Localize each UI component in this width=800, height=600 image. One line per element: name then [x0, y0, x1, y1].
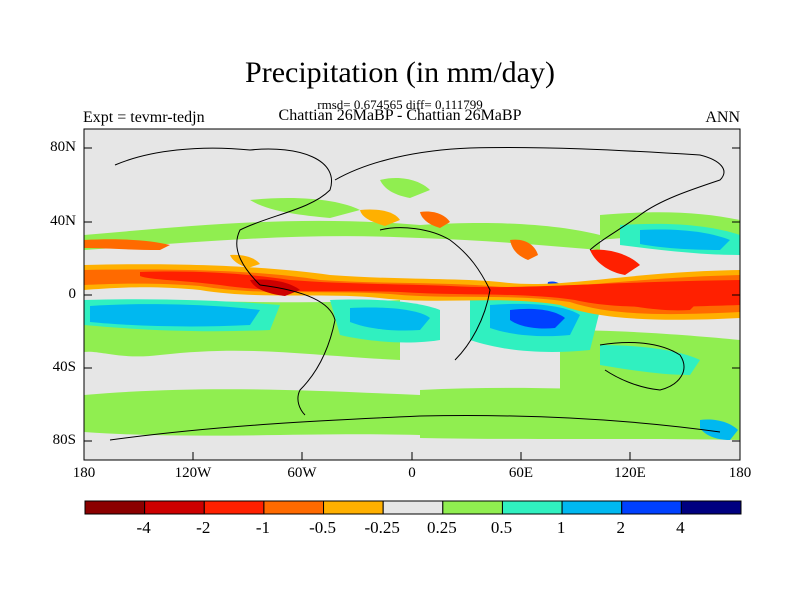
lon-tick-label: 120E	[614, 465, 646, 481]
colorbar-label: 1	[556, 518, 566, 537]
colorbar-swatch	[382, 500, 444, 515]
lon-tick-label: 0	[408, 465, 416, 481]
colorbar-swatch	[203, 500, 265, 515]
colorbar-swatch	[144, 500, 205, 515]
colorbar	[84, 500, 742, 515]
coastlines	[109, 146, 725, 441]
colorbar-label: -0.5	[309, 518, 336, 537]
lat-tick-label: 80N	[50, 139, 76, 155]
colorbar-swatch	[442, 500, 503, 515]
colorbar-swatch	[680, 500, 742, 515]
colorbar-swatch	[263, 500, 325, 515]
colorbar-swatch	[621, 500, 682, 515]
lat-tick-label: 80S	[52, 432, 76, 448]
lon-tick-label: 120W	[174, 465, 212, 481]
plot-title: Precipitation (in mm/day)	[245, 56, 555, 89]
lat-tick-label: 40S	[52, 359, 76, 375]
axis-ticks	[84, 147, 740, 460]
colorbar-label: 0.25	[426, 518, 457, 537]
lat-tick-label: 40N	[50, 213, 76, 229]
lon-tick-label: 60W	[287, 465, 317, 481]
lon-tick-label: 180	[728, 465, 752, 481]
colorbar-label: 0.5	[490, 518, 513, 537]
colorbar-label: 2	[616, 518, 625, 537]
lon-tick-label: 180	[72, 465, 96, 481]
colorbar-swatch	[501, 500, 563, 515]
colorbar-swatch	[561, 500, 623, 515]
colorbar-label: -4	[136, 518, 151, 537]
colorbar-swatch	[84, 500, 146, 515]
lon-tick-label: 60E	[508, 465, 534, 481]
season-label: ANN	[705, 109, 740, 126]
colorbar-label: 4	[676, 518, 685, 537]
colorbar-label: -0.25	[364, 518, 400, 537]
contour-field	[84, 129, 740, 460]
colorbar-label: -2	[196, 518, 211, 537]
colorbar-label: -1	[255, 518, 270, 537]
stats-subtitle: rmsd= 0.674565 diff= 0.111799	[317, 97, 483, 112]
experiment-label: Expt = tevmr-tedjn	[83, 109, 205, 126]
case-label: Chattian 26MaBP - Chattian 26MaBP	[278, 107, 522, 124]
colorbar-swatch	[323, 500, 384, 515]
lat-tick-label: 0	[68, 286, 77, 302]
